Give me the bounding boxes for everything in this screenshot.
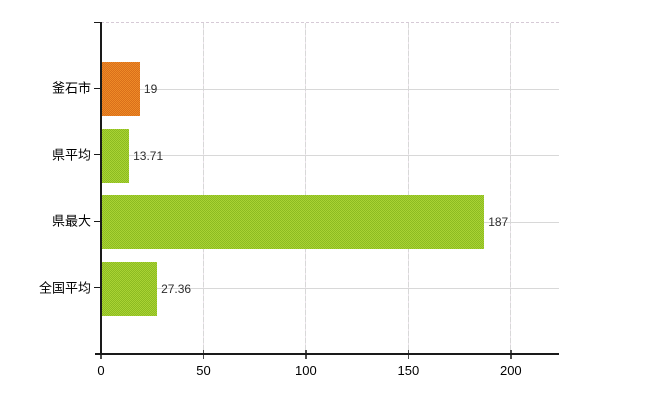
gridline-horizontal: [101, 288, 559, 290]
gridline-horizontal: [101, 155, 559, 157]
y-axis-tick: [94, 154, 101, 156]
bar: [101, 261, 158, 316]
y-axis-line: [100, 22, 102, 354]
bar-value-label: 187: [488, 215, 509, 230]
gridline-vertical: [202, 23, 204, 355]
gridline-horizontal: [101, 88, 559, 90]
x-axis-line: [95, 353, 559, 355]
category-label: 全国平均: [38, 280, 91, 296]
x-axis-tick: [202, 350, 205, 359]
bar: [101, 195, 485, 250]
category-label: 県最大: [51, 213, 91, 229]
x-axis-tick: [100, 350, 102, 359]
bar: [101, 62, 140, 117]
y-axis-tick: [94, 87, 101, 89]
bar-value-label: 13.71: [133, 148, 164, 163]
category-label: 釜石市: [51, 80, 91, 96]
y-axis-tick: [94, 21, 101, 23]
bar-value-label: 27.36: [161, 281, 192, 296]
y-axis-tick: [94, 220, 101, 222]
bar: [101, 128, 130, 183]
y-axis-tick: [94, 287, 101, 289]
x-tick-label: 150: [397, 363, 420, 378]
x-axis-tick: [305, 350, 307, 359]
gridline-vertical: [305, 23, 307, 355]
x-axis-tick: [407, 350, 410, 359]
plot-area: 19 13.71 187 27.36: [101, 22, 559, 355]
x-tick-label: 200: [499, 363, 522, 378]
gridline-vertical: [407, 23, 409, 355]
gridline-vertical: [510, 23, 512, 355]
x-tick-label: 0: [97, 363, 105, 378]
x-tick-label: 100: [295, 363, 317, 378]
category-label: 県平均: [51, 147, 91, 163]
x-tick-label: 50: [196, 363, 211, 378]
bar-value-label: 19: [143, 82, 158, 97]
x-axis-tick: [510, 350, 512, 359]
